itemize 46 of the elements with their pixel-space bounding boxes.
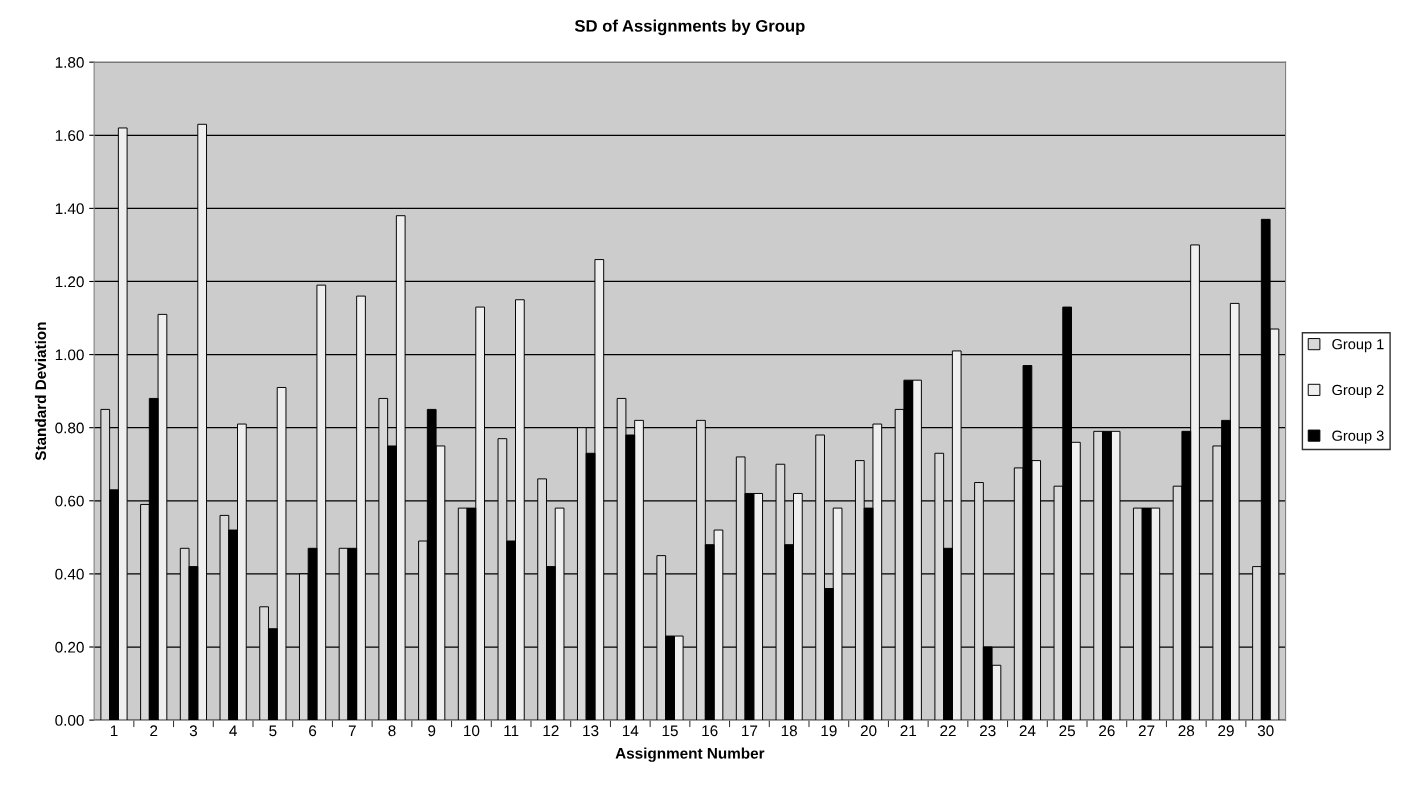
y-tick-label: 1.80 bbox=[55, 57, 84, 68]
x-tick-label: 11 bbox=[504, 725, 519, 737]
y-tick-label: 1.40 bbox=[55, 203, 84, 215]
x-tick-label: 3 bbox=[189, 725, 197, 737]
x-tick-label: 2 bbox=[150, 725, 158, 737]
x-tick-label: 22 bbox=[940, 725, 956, 737]
y-axis-title: Standard Deviation bbox=[34, 322, 47, 461]
x-tick-label: 13 bbox=[583, 725, 599, 737]
legend-label: Group 3 bbox=[1332, 430, 1384, 444]
x-tick-label: 20 bbox=[860, 725, 877, 737]
y-tick-label: 1.20 bbox=[55, 276, 84, 288]
x-tick-label: 30 bbox=[1257, 725, 1274, 737]
y-tick-label: 0.60 bbox=[55, 495, 84, 507]
x-tick-label: 14 bbox=[622, 725, 639, 737]
chart-title: SD of Assignments by Group bbox=[574, 19, 805, 36]
x-tick-label: 24 bbox=[1019, 725, 1036, 737]
x-tick-label: 19 bbox=[821, 725, 837, 737]
x-tick-label: 6 bbox=[309, 725, 317, 737]
y-tick-label: 0.40 bbox=[55, 568, 84, 580]
x-tick-label: 26 bbox=[1099, 725, 1115, 737]
legend-label: Group 1 bbox=[1332, 339, 1384, 353]
x-tick-label: 1 bbox=[110, 725, 118, 737]
x-tick-label: 5 bbox=[269, 725, 277, 737]
x-tick-label: 15 bbox=[662, 725, 678, 737]
y-tick-label: 0.00 bbox=[55, 714, 84, 726]
y-tick-label: 0.80 bbox=[55, 422, 84, 434]
y-tick-label: 1.60 bbox=[55, 130, 84, 141]
x-tick-label: 29 bbox=[1218, 725, 1234, 737]
x-tick-label: 10 bbox=[464, 725, 480, 737]
legend-label: Group 2 bbox=[1332, 384, 1384, 398]
y-tick-label: 0.20 bbox=[55, 641, 84, 653]
x-tick-label: 17 bbox=[742, 725, 758, 737]
x-tick-label: 9 bbox=[428, 725, 436, 737]
x-tick-label: 18 bbox=[781, 725, 797, 737]
y-tick-label: 1.00 bbox=[55, 349, 84, 361]
x-axis-title: Assignment Number bbox=[615, 747, 765, 762]
x-tick-label: 28 bbox=[1178, 725, 1195, 737]
x-tick-label: 7 bbox=[348, 725, 356, 737]
x-tick-label: 21 bbox=[900, 725, 917, 737]
x-tick-label: 12 bbox=[543, 725, 559, 737]
x-tick-label: 23 bbox=[979, 725, 996, 737]
x-tick-label: 27 bbox=[1138, 725, 1155, 737]
x-tick-label: 25 bbox=[1059, 725, 1075, 737]
x-tick-label: 8 bbox=[388, 725, 396, 737]
x-tick-label: 16 bbox=[702, 725, 718, 737]
x-tick-label: 4 bbox=[229, 725, 237, 737]
